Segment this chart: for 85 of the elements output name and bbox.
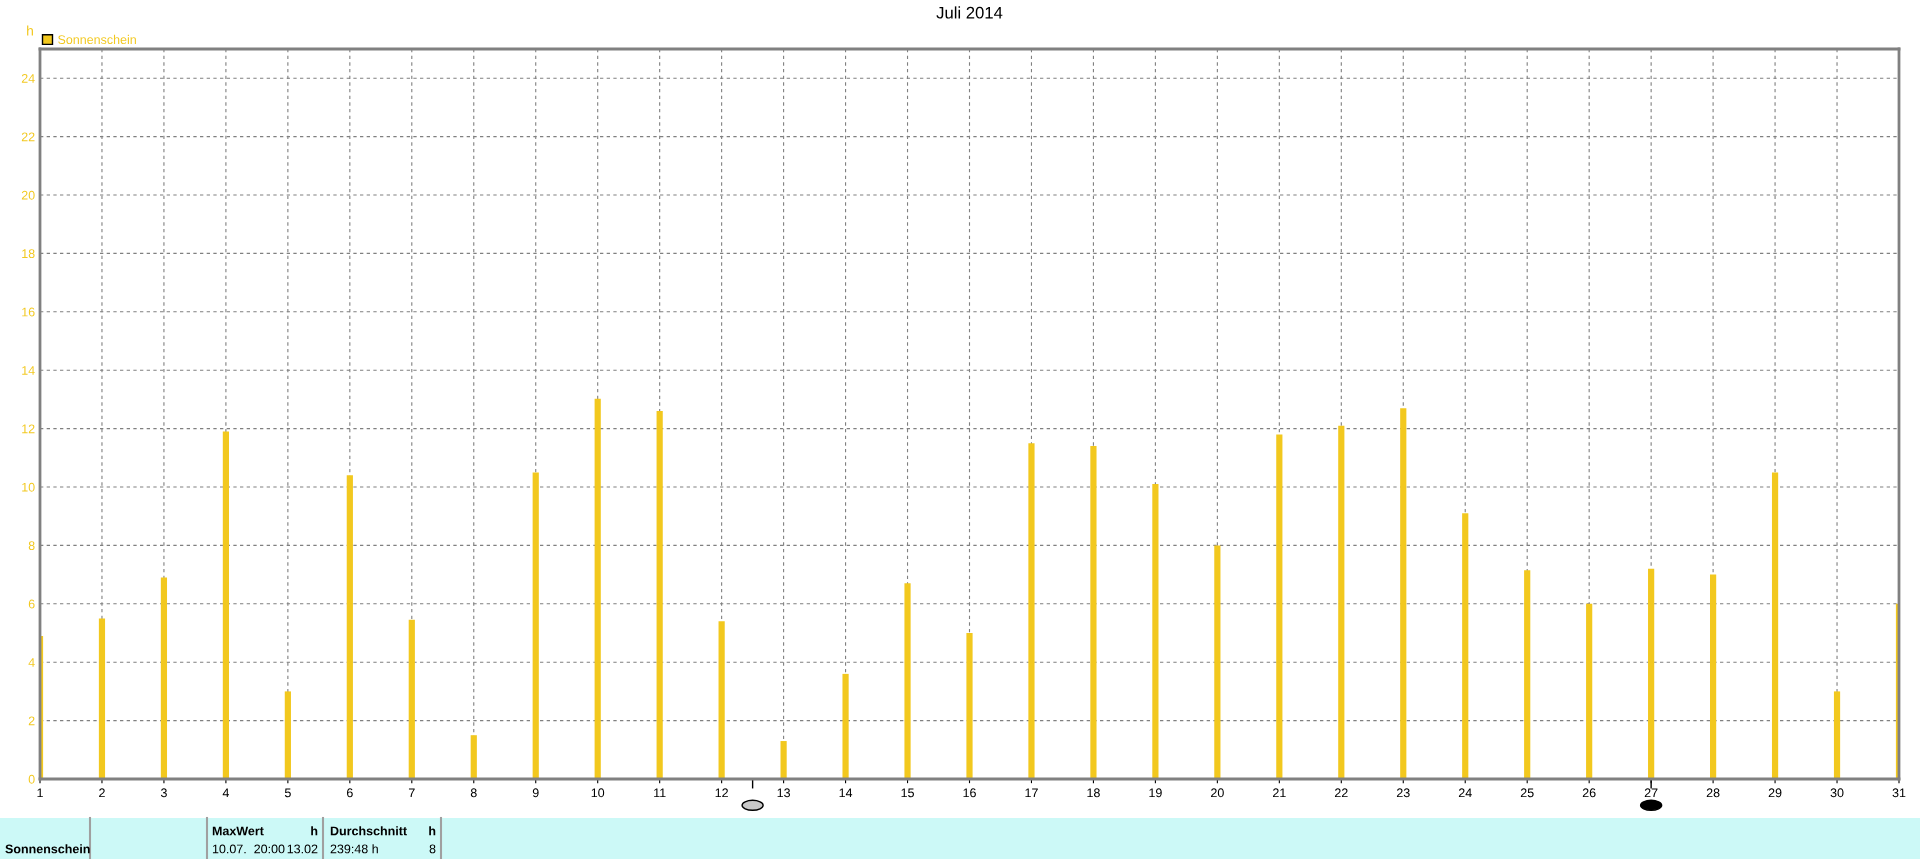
bar: [1524, 570, 1531, 779]
x-tick-label: 17: [1025, 788, 1038, 798]
x-tick-label: 20: [1211, 788, 1224, 798]
legend-label: Sonnenschein: [58, 34, 136, 45]
bar: [780, 741, 787, 779]
x-tick-label: 3: [160, 788, 167, 798]
x-tick-label: 9: [532, 788, 539, 798]
x-tick-label: 23: [1396, 788, 1410, 798]
x-tick-label: 1: [37, 788, 43, 798]
x-tick-label: 22: [1334, 788, 1348, 798]
bar: [1586, 603, 1593, 779]
x-tick-label: 25: [1520, 788, 1534, 798]
x-tick-label: 4: [222, 788, 230, 798]
bar: [904, 583, 911, 779]
bar: [966, 633, 973, 779]
y-axis-title: h: [27, 25, 33, 36]
bar: [532, 472, 539, 779]
text: Sonnenschein: [5, 844, 90, 854]
text: Durchschnitt: [330, 826, 407, 836]
bar: [594, 398, 601, 779]
bar: [1833, 691, 1841, 779]
bar: [1710, 574, 1717, 779]
text: MaxWert: [212, 826, 264, 836]
bar: [1090, 446, 1097, 779]
bar: [1152, 484, 1159, 779]
bar: [1462, 513, 1469, 779]
x-tick-label: 14: [839, 788, 853, 798]
x-tick-label: 16: [963, 788, 976, 798]
y-tick-label: 20: [21, 190, 35, 200]
x-tick-label: 6: [346, 788, 353, 798]
x-tick-label: 24: [1458, 788, 1472, 798]
y-tick-label: 22: [21, 132, 35, 142]
bar: [98, 618, 106, 779]
x-tick-label: 13: [777, 788, 790, 798]
bar: [1648, 568, 1655, 779]
y-tick-label: 14: [22, 366, 35, 375]
y-tick-label: 16: [22, 307, 35, 317]
x-tick-label: 28: [1706, 788, 1720, 798]
chart-title: Juli 2014: [936, 6, 1003, 19]
bar: [222, 431, 229, 779]
bar: [718, 621, 725, 779]
bar: [470, 735, 477, 779]
x-tick-label: 2: [99, 788, 105, 798]
y-tick-label: 12: [22, 424, 35, 434]
bar: [1028, 443, 1035, 779]
x-tick-label: 21: [1273, 788, 1286, 798]
x-tick-label: 12: [715, 788, 728, 798]
y-tick-label: 2: [28, 716, 35, 726]
text: h: [311, 826, 318, 836]
y-tick-label: 24: [21, 74, 35, 83]
bar: [408, 619, 415, 779]
x-tick-label: 31: [1892, 788, 1906, 798]
x-tick-label: 18: [1087, 788, 1100, 798]
text: 8: [429, 844, 436, 854]
bar: [1214, 545, 1221, 779]
bar: [1771, 472, 1779, 779]
bar: [160, 577, 168, 779]
x-tick-label: 15: [901, 788, 914, 798]
x-tick-label: 29: [1768, 788, 1782, 798]
y-tick-label: 18: [22, 249, 35, 259]
x-tick-label: 11: [654, 788, 666, 798]
text: 13.02: [287, 844, 318, 854]
x-tick-label: 26: [1582, 788, 1596, 798]
y-tick-label: 4: [28, 658, 35, 667]
text: 10.07. 20:00: [212, 844, 285, 854]
bar: [1276, 434, 1283, 779]
bar: [346, 475, 353, 779]
bar: [284, 691, 291, 779]
bar: [656, 411, 663, 779]
x-tick-label: 10: [591, 788, 605, 798]
bar: [842, 673, 849, 779]
text: 239:48 h: [330, 844, 378, 854]
y-tick-label: 10: [22, 482, 35, 492]
x-tick-label: 7: [408, 788, 415, 798]
bar: [1400, 408, 1407, 779]
x-tick-label: 5: [284, 788, 291, 798]
bar: [1338, 425, 1345, 779]
y-tick-label: 0: [28, 774, 35, 784]
x-tick-label: 27: [1644, 788, 1658, 798]
x-tick-label: 30: [1830, 788, 1844, 798]
x-tick-label: 19: [1149, 788, 1162, 798]
y-tick-label: 6: [28, 599, 35, 609]
x-tick-label: 8: [470, 788, 477, 798]
text: h: [429, 826, 436, 836]
y-tick-label: 8: [28, 541, 35, 551]
